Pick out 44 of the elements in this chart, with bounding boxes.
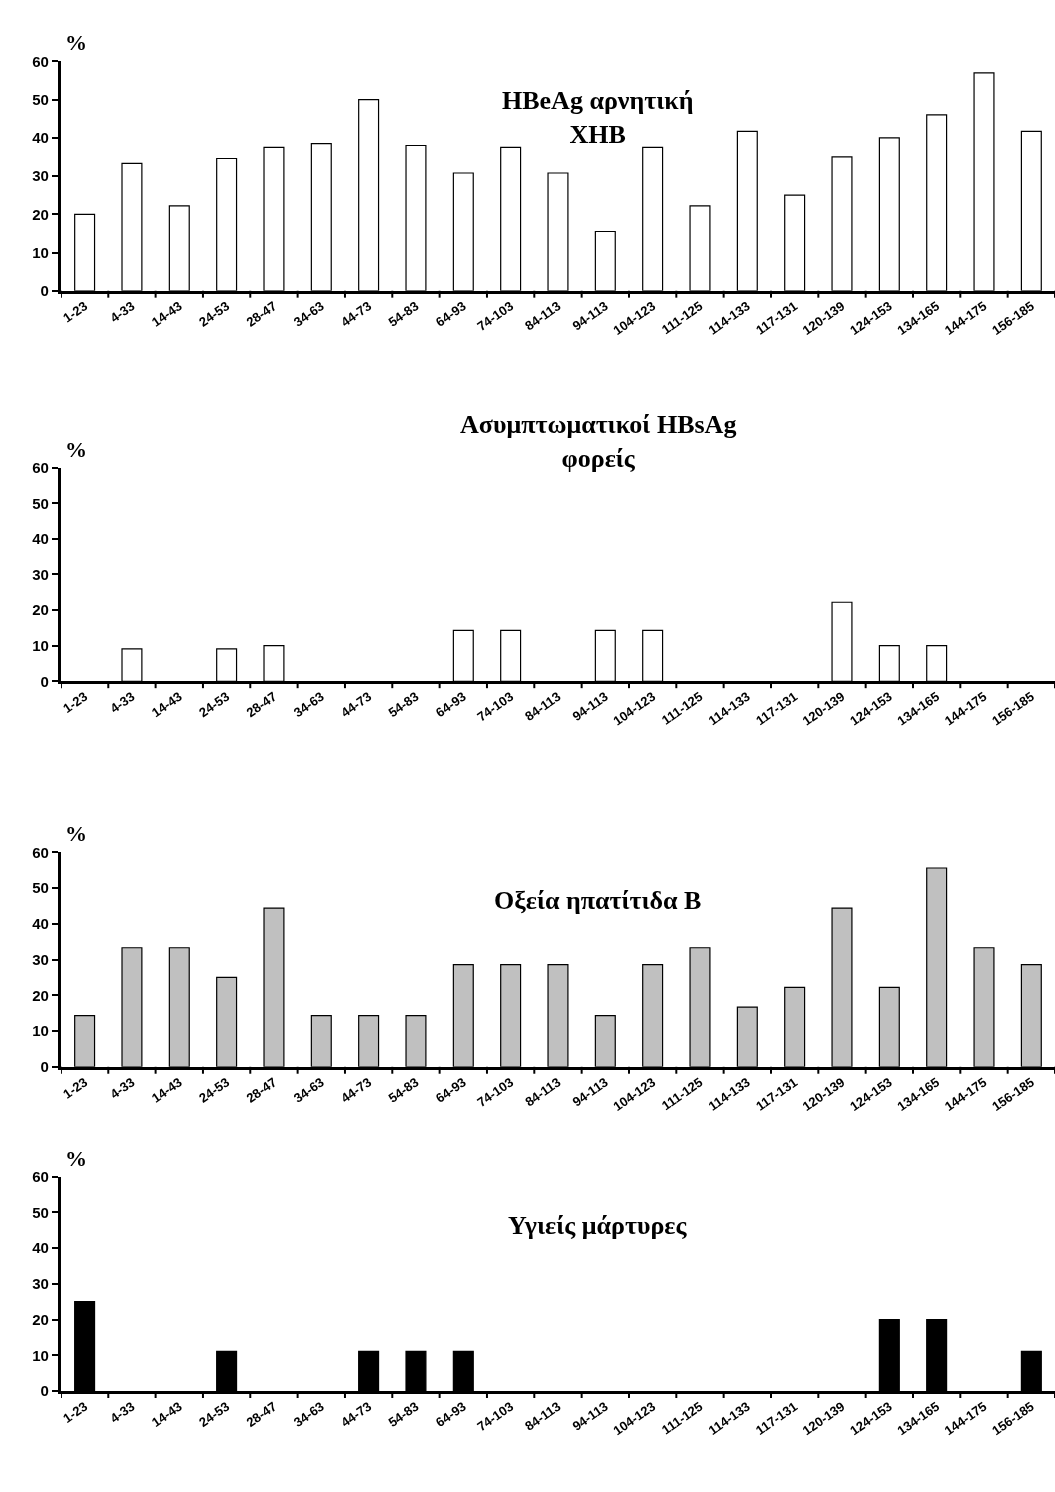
y-tick-label: 30 <box>32 167 49 185</box>
y-tick-label: 40 <box>32 915 49 933</box>
y-axis-title: % <box>65 30 87 55</box>
x-tick-label: 1-23 <box>60 298 91 326</box>
y-tick-label: 50 <box>32 1203 49 1221</box>
y-axis-title: % <box>65 437 87 462</box>
y-tick-label: 50 <box>32 879 49 897</box>
text: Υγιείς μάρτυρες <box>508 1211 688 1240</box>
y-tick-label: 0 <box>40 1382 49 1400</box>
x-tick-label: 1-23 <box>60 1074 91 1102</box>
x-tick-label: 4-33 <box>107 1074 138 1102</box>
y-tick-label: 0 <box>40 672 49 690</box>
y-tick-label: 40 <box>32 1239 49 1257</box>
text: HBeAg αρνητική ΧΗΒ <box>502 86 694 149</box>
y-tick-label: 10 <box>32 1346 49 1364</box>
y-tick-label: 40 <box>32 530 49 548</box>
y-tick-label: 10 <box>32 1022 49 1040</box>
y-axis-title: % <box>65 1146 87 1171</box>
x-tick-label: 4-33 <box>107 298 138 326</box>
y-tick-label: 60 <box>32 1167 49 1185</box>
y-tick-label: 30 <box>32 950 49 968</box>
y-tick-label: 30 <box>32 1275 49 1293</box>
y-tick-label: 20 <box>32 1310 49 1328</box>
y-tick-label: 40 <box>32 129 49 147</box>
y-tick-label: 30 <box>32 565 49 583</box>
x-tick-label: 4-33 <box>107 1398 138 1426</box>
y-tick-label: 0 <box>40 282 49 300</box>
x-tick-label: 1-23 <box>60 1398 91 1426</box>
y-tick-label: 20 <box>32 986 49 1004</box>
y-tick-label: 0 <box>40 1058 49 1076</box>
y-tick-label: 10 <box>32 636 49 654</box>
y-tick-label: 20 <box>32 205 49 223</box>
y-tick-label: 50 <box>32 494 49 512</box>
y-tick-label: 20 <box>32 601 49 619</box>
y-tick-label: 60 <box>32 52 49 70</box>
x-tick-label: 4-33 <box>107 688 138 717</box>
y-tick-label: 60 <box>32 843 49 861</box>
y-tick-label: 50 <box>32 90 49 108</box>
chart-title: Ασυμπτωματικοί HBsAg φορείς <box>460 410 737 473</box>
y-axis-title: % <box>65 821 87 846</box>
text: Οξεία ηπατίτιδα Β <box>494 886 702 915</box>
x-tick-label: 1-23 <box>60 688 91 717</box>
y-tick-label: 60 <box>32 458 49 476</box>
y-tick-label: 10 <box>32 243 49 261</box>
